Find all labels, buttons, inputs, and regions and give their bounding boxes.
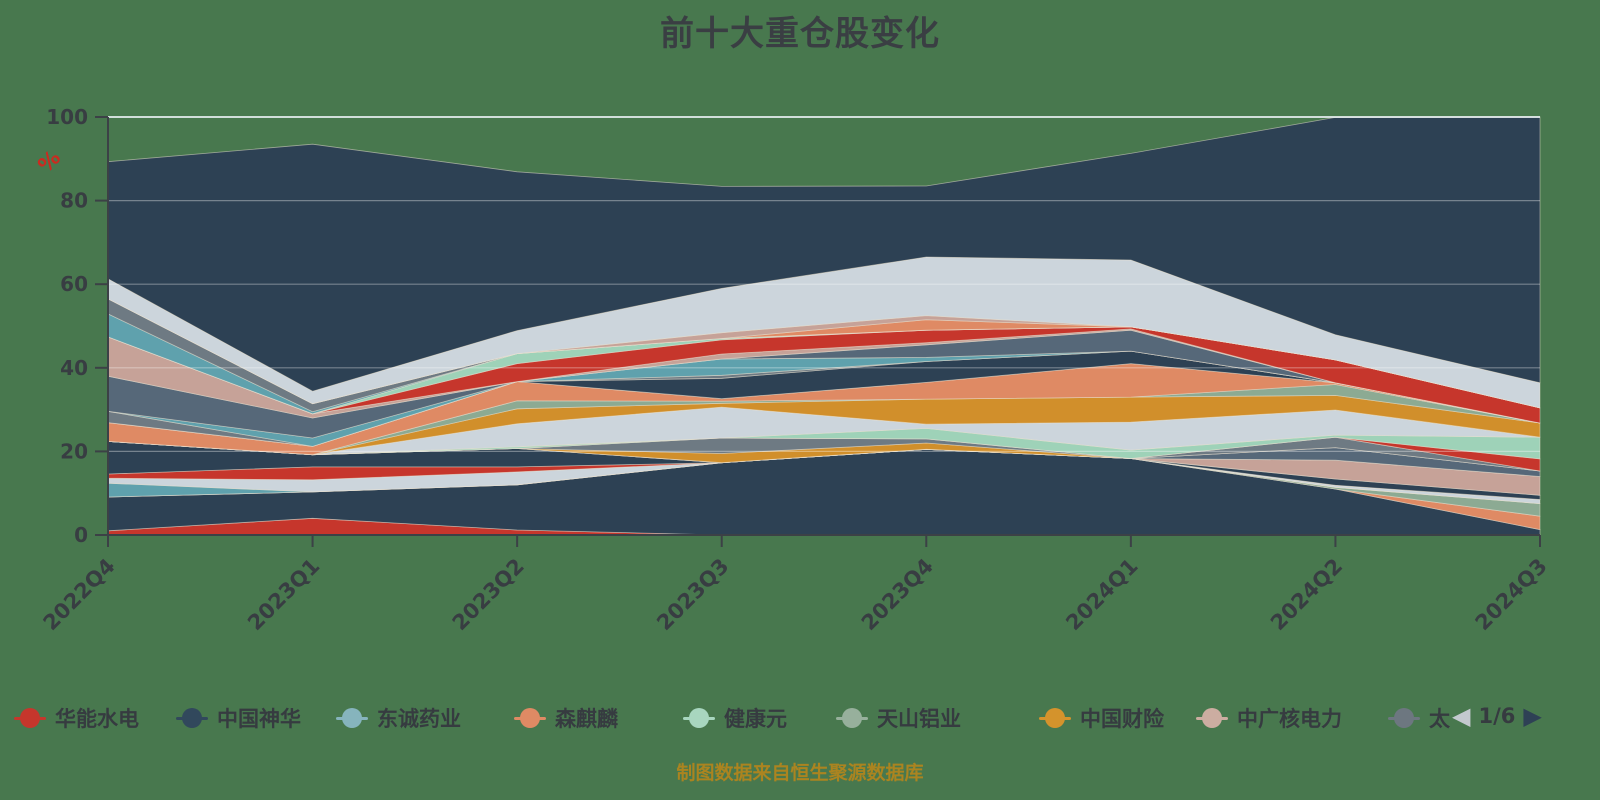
y-axis-label-80: 80 <box>60 189 88 213</box>
series-marker-icon <box>1388 708 1420 728</box>
series-marker-icon <box>683 708 715 728</box>
legend: ◀ 1/6 ▶ 华能水电 中国神华 东诚药业 森麒麟 健康元 天山铝业 中国财险 中广核电力 太 <box>0 698 1600 744</box>
x-axis-label-2024Q3: 2024Q3 <box>1471 554 1552 635</box>
x-axis-label-2024Q1: 2024Q1 <box>1061 554 1142 635</box>
legend-item-label: 太 <box>1429 707 1450 731</box>
legend-item-健康元[interactable]: 健康元 <box>683 706 787 731</box>
data-source-note: 制图数据来自恒生聚源数据库 <box>676 762 924 784</box>
area-series-band-navy-top[interactable] <box>107 116 1541 392</box>
x-axis-label-2022Q4: 2022Q4 <box>39 554 120 635</box>
x-axis-label-2023Q4: 2023Q4 <box>857 554 938 635</box>
legend-item-label: 东诚药业 <box>377 707 461 731</box>
legend-item-label: 中国神华 <box>217 707 301 731</box>
legend-prev-page-icon[interactable]: ◀ <box>1452 702 1471 730</box>
legend-item-森麒麟[interactable]: 森麒麟 <box>514 706 618 731</box>
y-axis-label-100: 100 <box>46 105 88 129</box>
series-marker-icon <box>514 708 546 728</box>
legend-item-天山铝业[interactable]: 天山铝业 <box>836 706 961 731</box>
legend-item-华能水电[interactable]: 华能水电 <box>14 706 139 731</box>
y-axis-label-20: 20 <box>60 439 88 463</box>
series-marker-icon <box>176 708 208 728</box>
series-marker-icon <box>14 708 46 728</box>
series-marker-icon <box>1039 708 1071 728</box>
x-axis-label-2023Q2: 2023Q2 <box>448 554 529 635</box>
legend-pager: ◀ 1/6 ▶ <box>1452 704 1542 728</box>
legend-page-indicator: 1/6 <box>1478 704 1516 728</box>
legend-item-label: 森麒麟 <box>555 707 618 731</box>
legend-item-label: 天山铝业 <box>877 707 961 731</box>
y-axis-label-40: 40 <box>60 356 88 380</box>
series-marker-icon <box>336 708 368 728</box>
x-axis-label-2024Q2: 2024Q2 <box>1266 554 1347 635</box>
y-axis-unit-label: % <box>33 145 65 177</box>
legend-item-东诚药业[interactable]: 东诚药业 <box>336 706 461 731</box>
series-marker-icon <box>836 708 868 728</box>
legend-item-中国财险[interactable]: 中国财险 <box>1039 706 1164 731</box>
legend-next-page-icon[interactable]: ▶ <box>1523 702 1542 730</box>
chart-title: 前十大重仓股变化 <box>660 14 940 54</box>
legend-item-中国神华[interactable]: 中国神华 <box>176 706 301 731</box>
series-marker-icon <box>1196 708 1228 728</box>
x-axis-label-2023Q1: 2023Q1 <box>243 554 324 635</box>
legend-item-label: 华能水电 <box>55 707 139 731</box>
x-axis-label-2023Q3: 2023Q3 <box>652 554 733 635</box>
legend-item-中广核电力[interactable]: 中广核电力 <box>1196 706 1342 731</box>
legend-item-label: 中广核电力 <box>1237 707 1342 731</box>
stacked-area-chart[interactable]: 0 20 40 60 80 100% 2022Q4 2023Q1 2023Q2 2023Q3 202… <box>0 0 1600 690</box>
y-axis-label-60: 60 <box>60 272 88 296</box>
y-axis-label-0: 0 <box>74 523 88 547</box>
legend-item-太[interactable]: 太 <box>1388 706 1450 731</box>
legend-item-label: 健康元 <box>724 707 787 731</box>
legend-item-label: 中国财险 <box>1080 707 1164 731</box>
